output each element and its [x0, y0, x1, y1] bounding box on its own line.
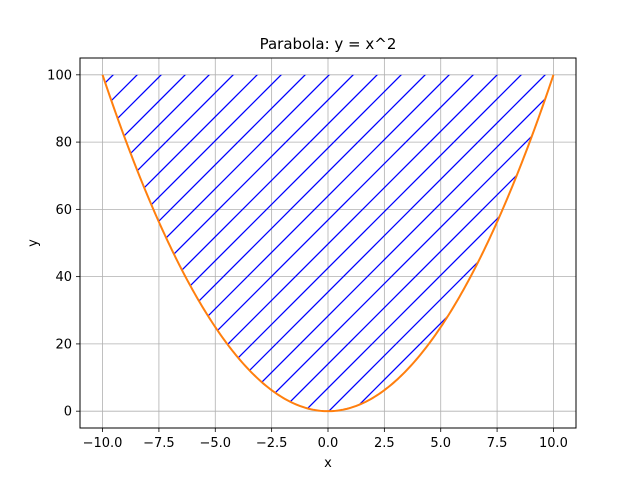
hatch-line — [499, 74, 554, 412]
y-tick-label: 20 — [55, 337, 72, 352]
chart-title: Parabola: y = x^2 — [260, 35, 397, 53]
hatch-line — [596, 0, 640, 480]
x-tick-label: 2.5 — [374, 436, 395, 451]
hatch-line — [547, 74, 554, 412]
y-axis-label: y — [26, 239, 41, 247]
series-layer — [101, 74, 555, 413]
x-tick-label: 5.0 — [430, 436, 451, 451]
hatch-line — [620, 0, 640, 480]
hatch-line — [102, 74, 333, 412]
hatch-line — [235, 74, 554, 412]
hatch-line — [572, 0, 640, 480]
hatch-line — [451, 74, 554, 412]
x-axis-label: x — [324, 456, 332, 471]
hatch-line — [102, 74, 189, 412]
y-tick-label: 100 — [47, 68, 72, 83]
y-ticks: 0 20 40 60 80 100 — [47, 68, 80, 420]
parabola-line — [101, 74, 555, 413]
hatch-line — [0, 0, 92, 480]
grid — [80, 58, 576, 428]
hatch-line — [187, 74, 554, 412]
hatch-line — [355, 74, 554, 412]
x-ticks: −10.0 −7.5 −5.0 −2.5 0.0 2.5 5.0 7.5 10.0 — [83, 428, 568, 451]
x-tick-label: −5.0 — [199, 436, 231, 451]
hatch-line — [102, 74, 285, 412]
hatch-line — [259, 74, 554, 412]
hatch-line — [331, 74, 554, 412]
hatch-line — [102, 74, 237, 412]
x-tick-label: 0.0 — [318, 436, 339, 451]
x-tick-label: −2.5 — [256, 436, 288, 451]
hatch-line — [102, 74, 477, 412]
x-tick-label: −7.5 — [143, 436, 175, 451]
x-tick-label: 7.5 — [487, 436, 508, 451]
y-tick-label: 0 — [64, 405, 72, 420]
hatch-line — [475, 74, 554, 412]
hatch-line — [523, 74, 554, 412]
hatch-line — [0, 0, 20, 480]
hatch-line — [307, 74, 554, 412]
hatch-line — [102, 74, 213, 412]
hatch-line — [283, 74, 554, 412]
hatch-line — [379, 74, 554, 412]
hatch-line — [102, 74, 165, 412]
y-tick-label: 80 — [55, 136, 72, 151]
x-tick-label: −10.0 — [83, 436, 123, 451]
hatch-line — [102, 74, 453, 412]
hatch-line — [427, 74, 554, 412]
x-tick-label: 10.0 — [539, 436, 568, 451]
hatch-line — [102, 74, 309, 412]
hatch-line — [102, 74, 429, 412]
hatch-line — [102, 74, 501, 412]
hatch-line — [211, 74, 554, 412]
hatch-line — [102, 74, 261, 412]
hatch-line — [403, 74, 554, 412]
y-tick-label: 40 — [55, 270, 72, 285]
y-tick-label: 60 — [55, 203, 72, 218]
